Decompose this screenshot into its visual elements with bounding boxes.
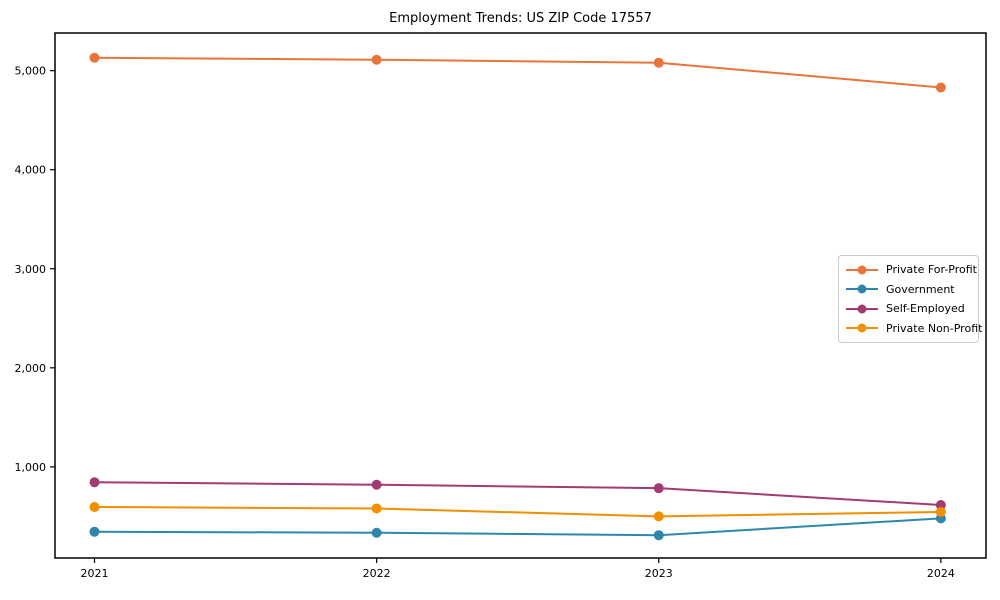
legend-label-self-employed: Self-Employed — [886, 302, 965, 316]
legend-item-self-employed: Self-Employed — [846, 299, 970, 319]
data-point-self-employed-2023 — [653, 483, 664, 494]
data-point-private-for-profit-2024 — [935, 82, 946, 93]
legend-label-private-non-profit: Private Non-Profit — [886, 321, 983, 335]
data-point-private-non-profit-2023 — [653, 511, 664, 522]
legend-item-private-non-profit: Private Non-Profit — [846, 319, 982, 339]
legend-dot-self-employed — [857, 304, 867, 314]
series-line-government — [94, 517, 941, 537]
data-point-private-for-profit-2022 — [371, 54, 382, 65]
legend-marker-self-employed — [846, 304, 878, 314]
data-point-private-non-profit-2024 — [935, 506, 946, 517]
y-tick-label: 4,000 — [15, 164, 47, 177]
legend-dot-government — [857, 284, 867, 294]
legend-marker-private-for-profit — [846, 265, 878, 275]
x-tick-label: 2024 — [927, 567, 955, 580]
data-point-government-2022 — [371, 527, 382, 538]
data-point-government-2021 — [89, 526, 100, 537]
y-tick-label: 2,000 — [15, 362, 47, 375]
data-point-self-employed-2022 — [371, 479, 382, 490]
x-tick-label: 2022 — [363, 567, 391, 580]
plot-frame — [54, 32, 987, 559]
series-line-private-for-profit — [94, 56, 941, 89]
x-tick-label: 2023 — [645, 567, 673, 580]
series-line-self-employed — [94, 481, 941, 507]
legend-item-government: Government — [846, 280, 970, 300]
legend-label-private-for-profit: Private For-Profit — [886, 263, 977, 277]
data-point-private-non-profit-2022 — [371, 503, 382, 514]
data-point-private-for-profit-2023 — [653, 57, 664, 68]
legend-dot-private-non-profit — [857, 323, 867, 333]
legend-item-private-for-profit: Private For-Profit — [846, 260, 977, 280]
y-tick-label: 3,000 — [15, 263, 47, 276]
data-point-self-employed-2021 — [89, 477, 100, 488]
series-line-private-non-profit — [94, 505, 941, 518]
legend-marker-private-non-profit — [846, 323, 878, 333]
y-tick-label: 1,000 — [15, 461, 47, 474]
legend: Private For-Profit Government Self-Employe… — [838, 255, 982, 343]
legend-marker-government — [846, 284, 878, 294]
legend-label-government: Government — [886, 282, 955, 296]
x-tick-label: 2021 — [80, 567, 108, 580]
data-point-government-2023 — [653, 530, 664, 541]
y-tick-label: 5,000 — [15, 65, 47, 78]
data-point-private-non-profit-2021 — [89, 501, 100, 512]
legend-dot-private-for-profit — [857, 265, 867, 275]
chart-title: Employment Trends: US ZIP Code 17557 — [389, 11, 652, 26]
data-point-self-employed-2024 — [935, 500, 946, 511]
data-point-private-for-profit-2021 — [89, 52, 100, 63]
